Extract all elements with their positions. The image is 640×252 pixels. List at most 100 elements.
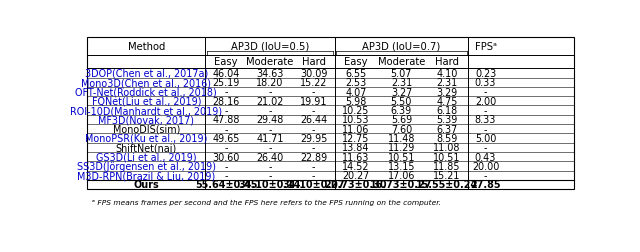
Text: MonoPSR(Ku et al., 2019): MonoPSR(Ku et al., 2019) [85,134,207,143]
Text: AP3D (IoU=0.5): AP3D (IoU=0.5) [231,42,309,52]
Text: FPSᵃ: FPSᵃ [474,42,497,52]
Text: 55.64±0.45: 55.64±0.45 [195,180,257,190]
Text: -: - [312,87,316,97]
Text: 0.33: 0.33 [475,78,496,88]
Text: -: - [225,106,228,116]
Text: 20.00: 20.00 [472,161,499,171]
Text: 4.75: 4.75 [436,97,458,106]
Text: -: - [484,106,487,116]
Text: 30.60: 30.60 [212,152,240,162]
Text: -: - [484,124,487,134]
Text: 13.15: 13.15 [388,161,415,171]
Text: MonoDIS(sim): MonoDIS(sim) [113,124,180,134]
Text: -: - [312,161,316,171]
Text: -: - [484,87,487,97]
Text: -: - [484,171,487,180]
Text: 10.51: 10.51 [433,152,461,162]
Text: Mono3D(Chen et al., 2016): Mono3D(Chen et al., 2016) [81,78,211,88]
Text: Ours: Ours [133,180,159,190]
Text: 0.23: 0.23 [475,69,496,79]
Text: Moderate: Moderate [246,57,294,67]
Text: ᵃ FPS means frames per second and the FPS here refers to the FPS running on the : ᵃ FPS means frames per second and the FP… [92,199,442,205]
Text: -: - [225,124,228,134]
Text: -: - [268,171,272,180]
Text: 5.07: 5.07 [391,69,412,79]
Text: -: - [268,106,272,116]
Text: 2.31: 2.31 [436,78,458,88]
Text: 28.16: 28.16 [212,97,240,106]
Text: 2.00: 2.00 [475,97,496,106]
Text: 11.85: 11.85 [433,161,461,171]
Text: -: - [312,171,316,180]
Text: 5.98: 5.98 [346,97,367,106]
Text: 11.29: 11.29 [388,143,415,153]
Text: OFT-Net(Roddick et al., 2018): OFT-Net(Roddick et al., 2018) [76,87,217,97]
Text: 46.04: 46.04 [212,69,240,79]
Text: 6.55: 6.55 [346,69,367,79]
Text: 11.48: 11.48 [388,134,415,143]
Text: -: - [268,143,272,153]
Text: 7.60: 7.60 [391,124,412,134]
Text: 8.33: 8.33 [475,115,496,125]
Text: -: - [268,161,272,171]
Text: -: - [225,161,228,171]
Text: 20.27: 20.27 [342,171,370,180]
Text: 26.40: 26.40 [257,152,284,162]
Text: 15.21: 15.21 [433,171,461,180]
Text: 15.22: 15.22 [300,78,327,88]
Text: 22.73±0.30: 22.73±0.30 [324,180,387,190]
Text: 19.91: 19.91 [300,97,328,106]
Text: M3D-RPN(Brazil & Liu, 2019): M3D-RPN(Brazil & Liu, 2019) [77,171,216,180]
Text: ROI-10D(Manhardt et al., 2019): ROI-10D(Manhardt et al., 2019) [70,106,222,116]
Text: 34.10±0.14: 34.10±0.14 [239,180,301,190]
Text: 29.95: 29.95 [300,134,328,143]
Text: 6.18: 6.18 [436,106,458,116]
Text: 30.09: 30.09 [300,69,328,79]
Text: 4.10: 4.10 [436,69,458,79]
Text: 8.59: 8.59 [436,134,458,143]
Text: 6.39: 6.39 [391,106,412,116]
Text: 13.84: 13.84 [342,143,370,153]
Text: Method: Method [127,42,165,52]
Text: 5.39: 5.39 [436,115,458,125]
Text: 47.88: 47.88 [212,115,240,125]
Text: 17.06: 17.06 [388,171,415,180]
Text: -: - [268,124,272,134]
Text: -: - [225,171,228,180]
Text: Easy: Easy [214,57,238,67]
Text: 2.53: 2.53 [346,78,367,88]
Text: -: - [312,124,316,134]
Text: Easy: Easy [344,57,368,67]
Text: MF3D(Novak, 2017): MF3D(Novak, 2017) [99,115,195,125]
Text: 12.75: 12.75 [342,134,370,143]
Text: SS3D(Jörgensen et al., 2019): SS3D(Jörgensen et al., 2019) [77,161,216,171]
Text: 0.43: 0.43 [475,152,496,162]
Text: Hard: Hard [435,57,459,67]
Text: 27.85: 27.85 [470,180,500,190]
Text: 10.25: 10.25 [342,106,370,116]
Text: 4.07: 4.07 [346,87,367,97]
Text: 11.08: 11.08 [433,143,461,153]
Text: 16.73±0.27: 16.73±0.27 [371,180,433,190]
Text: 15.55±0.24: 15.55±0.24 [416,180,478,190]
Text: 5.69: 5.69 [391,115,412,125]
Text: 29.48: 29.48 [256,115,284,125]
Text: 2.31: 2.31 [391,78,412,88]
Text: 26.44: 26.44 [300,115,327,125]
Text: AP3D (IoU=0.7): AP3D (IoU=0.7) [362,42,440,52]
Text: Moderate: Moderate [378,57,425,67]
Text: 34.63: 34.63 [256,69,284,79]
Text: 10.53: 10.53 [342,115,370,125]
Text: 25.19: 25.19 [212,78,240,88]
Text: -: - [225,87,228,97]
Text: ShiftNet(nai): ShiftNet(nai) [116,143,177,153]
Text: FQNet(Liu et al., 2019): FQNet(Liu et al., 2019) [92,97,201,106]
Text: -: - [312,143,316,153]
Text: 34.10±0.07: 34.10±0.07 [282,180,345,190]
Text: 11.06: 11.06 [342,124,370,134]
Text: 3.27: 3.27 [391,87,412,97]
Text: 49.65: 49.65 [212,134,240,143]
Text: 14.52: 14.52 [342,161,370,171]
Text: Hard: Hard [301,57,326,67]
Text: 11.63: 11.63 [342,152,370,162]
